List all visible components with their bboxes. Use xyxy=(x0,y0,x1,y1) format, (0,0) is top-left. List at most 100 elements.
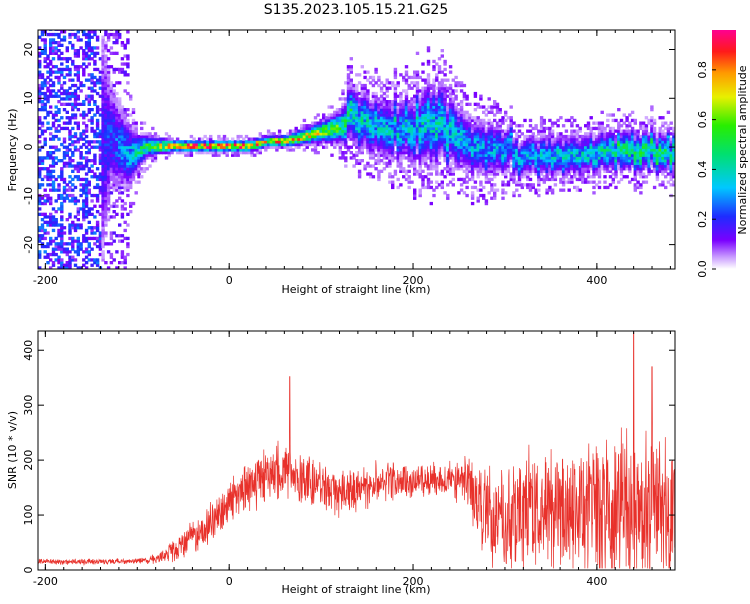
heatmap-cell xyxy=(355,113,359,117)
heatmap-cell xyxy=(567,118,571,123)
heatmap-cell xyxy=(531,134,535,139)
heatmap-cell xyxy=(38,212,42,216)
heatmap-cell xyxy=(415,75,420,80)
heatmap-cell xyxy=(352,140,356,144)
heatmap-cell xyxy=(65,196,69,200)
heatmap-cell xyxy=(344,164,348,168)
heatmap-cell xyxy=(352,134,356,139)
heatmap-cell xyxy=(586,172,591,176)
heatmap-cell xyxy=(493,129,497,133)
heatmap-cell xyxy=(129,113,133,117)
heatmap-cell xyxy=(366,94,370,98)
heatmap-cell xyxy=(140,161,144,165)
heatmap-cell xyxy=(120,207,125,211)
heatmap-cell xyxy=(407,137,411,141)
heatmap-cell xyxy=(410,121,414,125)
heatmap-cell xyxy=(294,126,298,131)
heatmap-cell xyxy=(399,132,403,136)
heatmap-cell xyxy=(357,73,362,77)
heatmap-cell xyxy=(294,134,298,139)
heatmap-cell xyxy=(357,169,362,173)
heatmap-cell xyxy=(432,118,436,123)
heatmap-cell xyxy=(346,132,351,136)
heatmap-cell xyxy=(429,124,433,128)
heatmap-cell xyxy=(338,118,342,123)
heatmap-cell xyxy=(418,129,422,133)
heatmap-cell xyxy=(93,81,97,85)
heatmap-cell xyxy=(115,199,119,203)
heatmap-cell xyxy=(104,148,108,152)
heatmap-cell xyxy=(608,183,613,187)
heatmap-cell xyxy=(355,102,359,106)
heatmap-cell xyxy=(333,137,337,141)
heatmap-cell xyxy=(570,151,574,155)
heatmap-cell xyxy=(377,132,381,136)
heatmap-cell xyxy=(435,78,439,82)
heatmap-cell xyxy=(440,118,444,123)
heatmap-cell xyxy=(578,134,582,139)
heatmap-cell xyxy=(106,73,111,77)
heatmap-cell xyxy=(330,140,334,144)
heatmap-cell xyxy=(435,180,439,184)
heatmap-cell xyxy=(608,129,613,133)
heatmap-cell xyxy=(597,151,602,155)
heatmap-cell xyxy=(539,167,544,171)
heatmap-cell xyxy=(539,121,544,125)
heatmap-cell xyxy=(581,153,585,157)
heatmap-cell xyxy=(330,126,334,131)
heatmap-cell xyxy=(255,148,260,152)
heatmap-cell xyxy=(382,129,387,133)
heatmap-cell xyxy=(575,142,580,147)
heatmap-cell xyxy=(349,126,353,131)
heatmap-cell xyxy=(104,126,108,131)
heatmap-cell xyxy=(451,110,455,114)
heatmap-cell xyxy=(38,116,42,120)
heatmap-cell xyxy=(578,151,582,155)
heatmap-cell xyxy=(258,151,262,155)
heatmap-cell xyxy=(597,167,602,171)
heatmap-cell xyxy=(504,151,508,155)
heatmap-cell xyxy=(175,137,180,141)
heatmap-cell xyxy=(93,134,97,139)
heatmap-cell xyxy=(363,83,367,88)
heatmap-cell xyxy=(437,121,442,125)
heatmap-cell xyxy=(57,258,61,262)
heatmap-cell xyxy=(247,137,251,141)
heatmap-cell xyxy=(120,175,125,179)
heatmap-cell xyxy=(537,180,541,184)
heatmap-cell xyxy=(459,113,464,117)
heatmap-cell xyxy=(115,250,119,254)
heatmap-cell xyxy=(335,108,340,112)
heatmap-cell xyxy=(424,100,428,104)
heatmap-cell xyxy=(308,132,312,136)
heatmap-cell xyxy=(101,113,105,117)
heatmap-cell xyxy=(106,175,111,179)
heatmap-cell xyxy=(391,83,395,88)
heatmap-cell xyxy=(515,151,519,155)
heatmap-cell xyxy=(65,110,69,114)
heatmap-cell xyxy=(564,140,569,144)
heatmap-cell xyxy=(628,164,632,168)
heatmap-cell xyxy=(402,132,406,136)
heatmap-cell xyxy=(622,148,626,152)
heatmap-cell xyxy=(142,151,147,155)
heatmap-cell xyxy=(360,126,364,131)
heatmap-cell xyxy=(396,105,400,109)
heatmap-cell xyxy=(374,140,378,144)
heatmap-cell xyxy=(109,234,114,238)
heatmap-cell xyxy=(600,148,604,152)
heatmap-cell xyxy=(407,108,411,112)
heatmap-cell xyxy=(457,151,461,155)
heatmap-cell xyxy=(308,126,312,131)
heatmap-cell xyxy=(333,126,337,131)
heatmap-cell xyxy=(473,91,478,96)
heatmap-cell xyxy=(57,159,61,163)
heatmap-cell xyxy=(214,148,218,152)
heatmap-cell xyxy=(360,108,364,112)
heatmap-cell xyxy=(407,151,411,155)
heatmap-cell xyxy=(440,180,444,184)
heatmap-cell xyxy=(404,81,409,85)
heatmap-cell xyxy=(104,191,108,195)
heatmap-cell xyxy=(484,145,489,149)
heatmap-cell xyxy=(62,57,67,61)
